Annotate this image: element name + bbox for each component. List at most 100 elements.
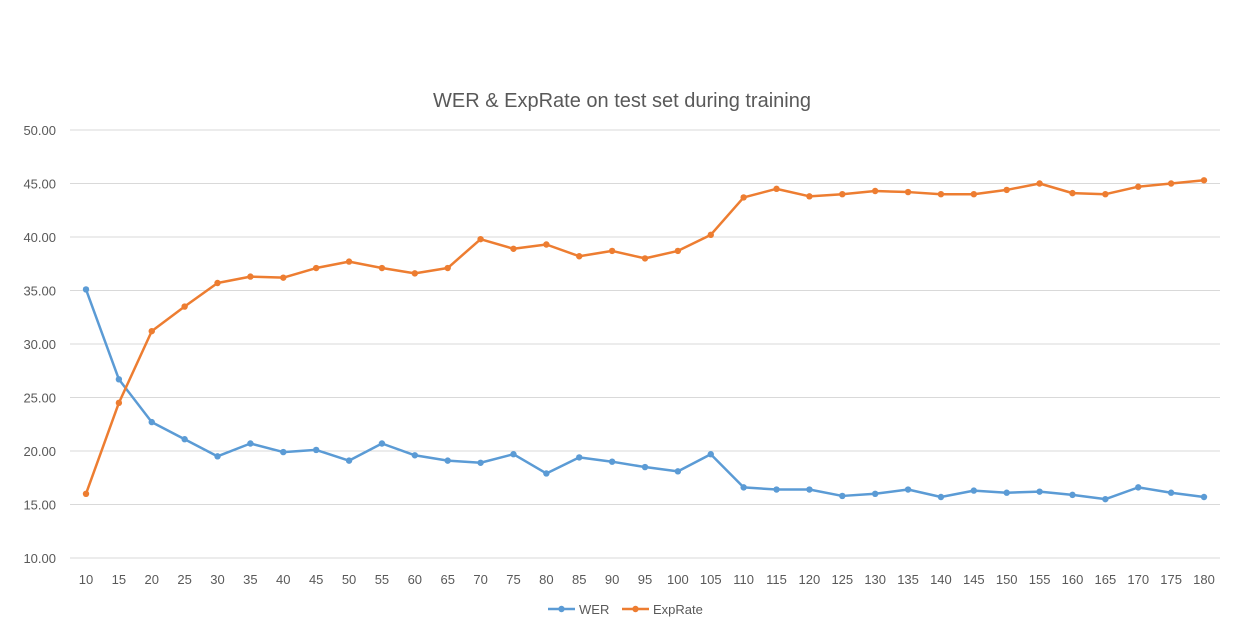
data-point <box>740 484 747 491</box>
data-point <box>247 273 254 280</box>
data-point <box>937 493 945 501</box>
legend-marker <box>558 605 565 613</box>
data-point <box>806 486 813 493</box>
x-tick-label: 150 <box>996 572 1018 587</box>
data-point <box>1003 489 1010 496</box>
data-point <box>871 490 879 497</box>
x-tick-label: 140 <box>930 572 952 587</box>
x-axis-tick-labels: 10 15 20 25 30 35 40 45 50 55 60 65 70 75 80 85 90 95 100 1… <box>79 572 1215 587</box>
data-point <box>115 376 123 383</box>
legend-item-wer: WER <box>548 602 609 617</box>
data-point <box>641 463 649 471</box>
x-tick-label: 175 <box>1160 572 1182 587</box>
data-point <box>773 486 780 493</box>
x-tick-label: 20 <box>145 572 159 587</box>
x-tick-label: 50 <box>342 572 356 587</box>
x-tick-label: 100 <box>667 572 689 587</box>
legend-marker <box>632 605 639 613</box>
x-tick-label: 120 <box>799 572 821 587</box>
data-point <box>411 452 419 459</box>
data-point <box>148 418 155 426</box>
x-tick-label: 160 <box>1062 572 1084 587</box>
data-point <box>641 255 649 262</box>
y-tick-label: 35.00 <box>23 284 56 299</box>
data-point <box>1003 186 1010 194</box>
x-tick-label: 110 <box>733 572 754 587</box>
data-point <box>1135 484 1142 491</box>
x-tick-label: 130 <box>864 572 886 587</box>
y-axis-tick-labels: 10.00 15.00 20.00 25.00 30.00 35.00 40.00 45.00… <box>23 123 56 566</box>
data-point <box>345 457 353 464</box>
data-point <box>904 188 912 196</box>
x-tick-label: 170 <box>1127 572 1149 587</box>
x-tick-label: 115 <box>766 572 787 587</box>
data-point <box>1069 491 1076 499</box>
data-point <box>148 327 155 335</box>
data-point <box>1102 495 1109 503</box>
data-point <box>477 459 484 466</box>
data-point <box>937 191 945 198</box>
data-point <box>247 440 254 447</box>
x-tick-label: 155 <box>1029 572 1051 587</box>
data-point <box>312 446 320 454</box>
x-tick-label: 60 <box>408 572 422 587</box>
x-tick-label: 85 <box>572 572 586 587</box>
data-point <box>576 454 583 461</box>
data-point <box>510 451 517 458</box>
data-point <box>411 270 419 277</box>
data-point <box>773 185 780 193</box>
x-tick-label: 80 <box>539 572 553 587</box>
data-point <box>740 194 747 201</box>
y-tick-label: 45.00 <box>23 177 56 192</box>
x-tick-label: 40 <box>276 572 290 587</box>
y-tick-label: 20.00 <box>23 444 56 459</box>
data-point <box>312 264 320 272</box>
x-tick-label: 145 <box>963 572 985 587</box>
data-point <box>904 486 912 493</box>
x-tick-label: 180 <box>1193 572 1215 587</box>
data-point <box>1069 189 1076 197</box>
data-point <box>280 448 287 456</box>
data-point <box>1167 180 1175 187</box>
x-tick-label: 95 <box>638 572 652 587</box>
y-tick-label: 10.00 <box>23 551 56 566</box>
x-tick-label: 165 <box>1095 572 1117 587</box>
data-point <box>608 247 616 255</box>
y-tick-label: 40.00 <box>23 230 56 245</box>
x-tick-label: 15 <box>112 572 126 587</box>
x-tick-label: 35 <box>243 572 257 587</box>
y-tick-label: 50.00 <box>23 123 56 138</box>
legend: WER ExpRate <box>548 602 703 617</box>
x-tick-label: 125 <box>831 572 853 587</box>
data-point <box>214 279 221 287</box>
data-point <box>510 245 517 252</box>
x-tick-label: 105 <box>700 572 722 587</box>
data-point <box>674 247 682 255</box>
data-point <box>378 264 386 272</box>
data-point <box>444 264 451 272</box>
chart-title: WER & ExpRate on test set during trainin… <box>433 90 811 112</box>
data-point <box>1135 183 1142 190</box>
data-point <box>345 258 353 265</box>
data-point <box>1102 191 1109 198</box>
data-point <box>1036 180 1043 187</box>
data-point <box>82 286 90 293</box>
data-point <box>970 487 978 494</box>
x-tick-label: 90 <box>605 572 619 587</box>
x-tick-label: 25 <box>177 572 191 587</box>
data-point <box>806 193 813 200</box>
legend-label: WER <box>579 602 609 617</box>
data-point <box>214 453 221 460</box>
series-lines <box>82 177 1208 503</box>
y-tick-label: 15.00 <box>23 498 56 513</box>
x-tick-label: 30 <box>210 572 224 587</box>
data-point <box>839 191 846 198</box>
legend-label: ExpRate <box>653 602 703 617</box>
x-tick-label: 135 <box>897 572 919 587</box>
data-point <box>82 490 90 497</box>
gridlines <box>70 129 1220 559</box>
x-tick-label: 75 <box>506 572 520 587</box>
x-tick-label: 10 <box>79 572 93 587</box>
data-point <box>674 468 682 475</box>
